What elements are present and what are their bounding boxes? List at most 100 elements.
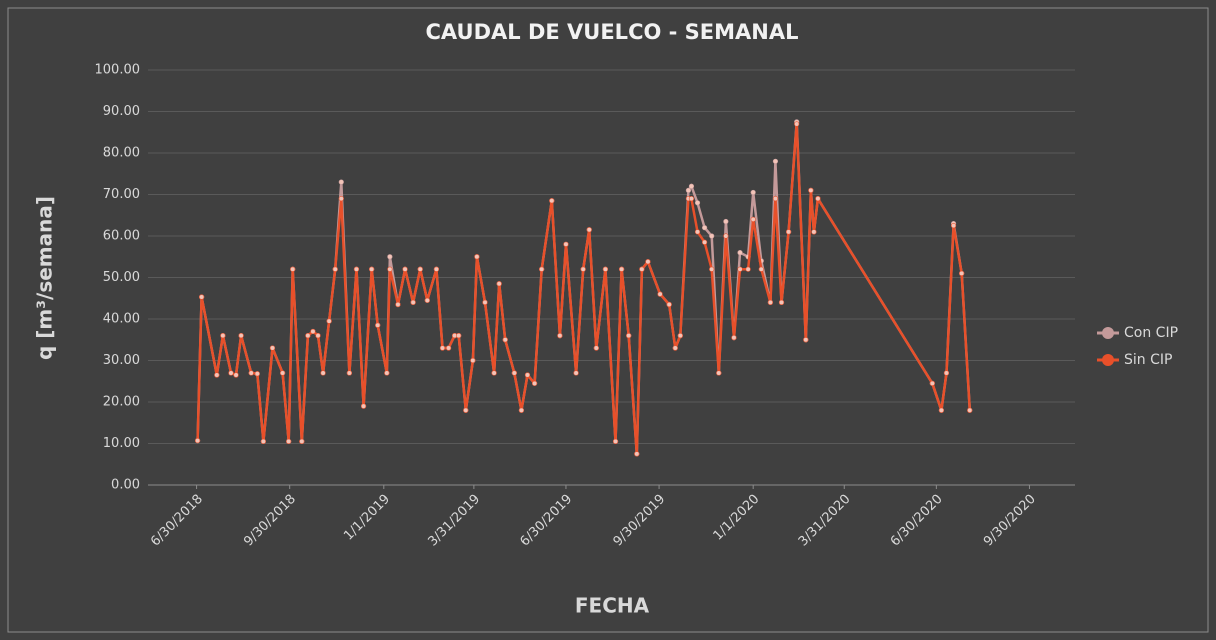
data-point <box>360 403 367 409</box>
data-point <box>387 254 393 260</box>
data-point <box>702 225 708 231</box>
data-point <box>688 196 695 202</box>
data-point <box>612 438 619 445</box>
data-point <box>387 266 393 272</box>
data-point <box>424 297 430 303</box>
y-tick-label: 30.00 <box>103 353 140 368</box>
data-point <box>228 370 234 376</box>
data-point <box>310 328 316 335</box>
data-point <box>254 371 260 377</box>
data-point <box>666 301 672 308</box>
data-point <box>672 345 678 351</box>
chart-title: CAUDAL DE VUELCO - SEMANAL <box>426 20 799 44</box>
data-point <box>639 266 645 272</box>
data-point <box>539 266 545 272</box>
data-point <box>745 266 751 272</box>
y-tick-label: 50.00 <box>103 270 140 285</box>
data-point <box>463 407 469 413</box>
data-point <box>474 254 480 260</box>
data-point <box>410 299 416 306</box>
data-point <box>716 370 722 376</box>
data-point <box>586 227 592 233</box>
data-point <box>290 266 296 272</box>
data-point <box>694 200 701 206</box>
legend-label: Con CIP <box>1124 325 1178 341</box>
data-point <box>737 250 743 256</box>
data-point <box>737 266 743 272</box>
data-point <box>709 233 715 239</box>
y-tick-label: 60.00 <box>103 229 140 244</box>
data-point <box>573 370 579 376</box>
data-point <box>645 259 651 265</box>
data-point <box>702 239 708 245</box>
data-point <box>758 266 764 272</box>
data-point <box>315 333 321 339</box>
data-point <box>433 266 440 272</box>
data-point <box>803 337 809 343</box>
data-point <box>369 266 375 272</box>
data-point <box>677 333 683 339</box>
data-point <box>260 438 266 445</box>
data-point <box>685 187 692 193</box>
data-point <box>688 183 695 189</box>
y-tick-label: 10.00 <box>103 436 140 451</box>
data-point <box>496 281 502 287</box>
data-point <box>338 196 344 202</box>
data-point <box>332 266 338 272</box>
data-point <box>772 196 779 202</box>
x-axis-title: FECHA <box>575 594 650 618</box>
data-point <box>395 301 401 308</box>
data-point <box>580 266 586 272</box>
data-point <box>808 187 814 193</box>
data-point <box>524 372 531 378</box>
y-tick-label: 80.00 <box>103 146 140 161</box>
data-point <box>417 266 423 272</box>
data-point <box>194 437 201 444</box>
y-axis-title: q [m³/semana] <box>33 196 57 360</box>
data-point <box>353 266 360 272</box>
legend-label: Sin CIP <box>1124 352 1172 368</box>
data-point <box>199 294 205 300</box>
data-point <box>511 370 517 376</box>
data-point <box>214 372 220 378</box>
data-point <box>456 333 462 339</box>
data-point <box>767 299 773 306</box>
data-point <box>470 357 476 364</box>
legend-swatch-marker <box>1102 354 1114 366</box>
data-point <box>811 229 817 235</box>
data-point <box>375 322 381 328</box>
data-point <box>778 299 785 306</box>
data-point <box>619 266 625 272</box>
data-point <box>563 241 569 247</box>
data-point <box>549 198 555 204</box>
data-point <box>786 229 792 235</box>
data-point <box>967 407 973 413</box>
data-point <box>626 333 632 339</box>
data-point <box>772 158 779 164</box>
data-point <box>305 333 311 339</box>
data-point <box>269 345 276 351</box>
data-point <box>709 266 715 272</box>
y-tick-label: 40.00 <box>103 312 140 327</box>
data-point <box>491 370 497 376</box>
data-point <box>815 196 821 202</box>
data-point <box>299 438 305 445</box>
data-point <box>320 370 326 376</box>
data-point <box>938 407 945 413</box>
data-point <box>694 229 701 235</box>
y-tick-label: 100.00 <box>95 63 141 78</box>
data-point <box>402 266 408 272</box>
data-point <box>439 345 446 351</box>
data-point <box>326 318 332 324</box>
data-point <box>482 299 488 306</box>
data-point <box>238 333 244 339</box>
data-point <box>723 218 729 225</box>
data-point <box>286 438 292 445</box>
data-point <box>445 345 452 351</box>
data-point <box>248 370 254 376</box>
y-tick-label: 0.00 <box>111 478 140 493</box>
y-tick-label: 70.00 <box>103 187 140 202</box>
data-point <box>384 370 390 376</box>
data-point <box>593 345 599 351</box>
data-point <box>531 380 538 386</box>
